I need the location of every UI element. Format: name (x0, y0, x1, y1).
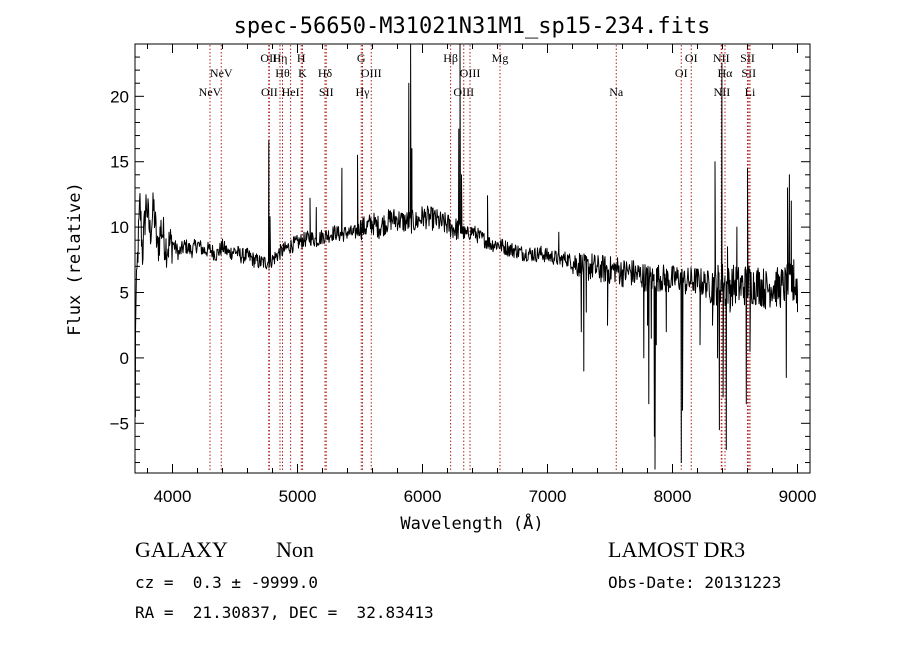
y-tick-label: 10 (110, 218, 129, 237)
y-tick-label: −5 (110, 414, 129, 433)
marker-label: HeI (282, 85, 300, 99)
y-tick-label: 5 (120, 284, 129, 303)
y-tick-label: 15 (110, 153, 129, 172)
marker-label: OIII (453, 85, 474, 99)
x-tick-label: 8000 (654, 487, 692, 506)
y-axis-label: Flux (relative) (65, 182, 85, 336)
marker-label: Hγ (356, 85, 371, 99)
object-subclass: Non (276, 537, 314, 562)
marker-label: G (357, 51, 366, 65)
marker-label: K (298, 66, 307, 80)
marker-label: Na (609, 85, 624, 99)
y-tick-label: 0 (120, 349, 129, 368)
marker-label: Hα (718, 66, 734, 80)
marker-label: SII (740, 51, 755, 65)
y-axis: −5 0 5 10 15 20 (110, 43, 810, 464)
marker-label: NeV (210, 66, 233, 80)
y-tick-label: 20 (110, 87, 129, 106)
survey-name: LAMOST DR3 (608, 537, 746, 562)
marker-label: OIII (361, 66, 382, 80)
redshift-readout: cz = 0.3 ± -9999.0 (135, 573, 319, 592)
chart-title: spec-56650-M31021N31M1_sp15-234.fits (234, 14, 711, 39)
x-axis: 4000 5000 6000 7000 8000 9000 (147, 44, 817, 506)
marker-label: OIII (460, 66, 481, 80)
marker-label: OII (261, 85, 278, 99)
marker-label: NeV (199, 85, 222, 99)
marker-label: Hβ (443, 51, 458, 65)
coordinates-readout: RA = 21.30837, DEC = 32.83413 (135, 603, 434, 622)
marker-label: H (297, 51, 306, 65)
plot-frame (134, 43, 811, 474)
x-tick-label: 9000 (779, 487, 817, 506)
x-tick-label: 7000 (529, 487, 567, 506)
x-tick-label: 5000 (279, 487, 317, 506)
marker-label: Hη (273, 51, 288, 65)
x-tick-label: 4000 (154, 487, 192, 506)
marker-label: OI (675, 66, 688, 80)
spectrum-line (134, 43, 798, 470)
marker-label: NII (713, 51, 730, 65)
marker-label: Li (745, 85, 756, 99)
object-class: GALAXY (135, 537, 228, 562)
marker-label: SII (741, 66, 756, 80)
marker-label: SII (319, 85, 334, 99)
marker-label: Mg (492, 51, 509, 65)
x-tick-label: 6000 (404, 487, 442, 506)
marker-label: Hθ (275, 66, 290, 80)
marker-label: OII (260, 51, 277, 65)
marker-label: OI (685, 51, 698, 65)
observation-date: Obs-Date: 20131223 (608, 573, 782, 592)
marker-label: Hδ (318, 66, 333, 80)
x-axis-label: Wavelength (Å) (400, 512, 543, 534)
